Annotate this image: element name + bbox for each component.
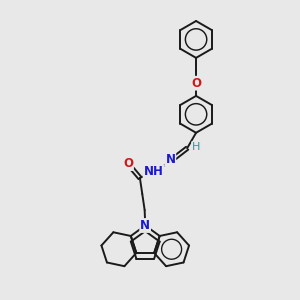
Text: NH: NH xyxy=(144,166,164,178)
Text: O: O xyxy=(191,76,201,90)
Text: N: N xyxy=(166,153,176,166)
Text: O: O xyxy=(191,76,201,90)
Text: N: N xyxy=(140,219,150,232)
Text: H: H xyxy=(193,142,201,152)
Text: NH: NH xyxy=(143,166,163,179)
Text: O: O xyxy=(123,157,133,170)
Text: O: O xyxy=(123,157,133,170)
Text: N: N xyxy=(165,153,175,166)
Text: N: N xyxy=(140,219,150,232)
Text: H: H xyxy=(192,142,200,152)
